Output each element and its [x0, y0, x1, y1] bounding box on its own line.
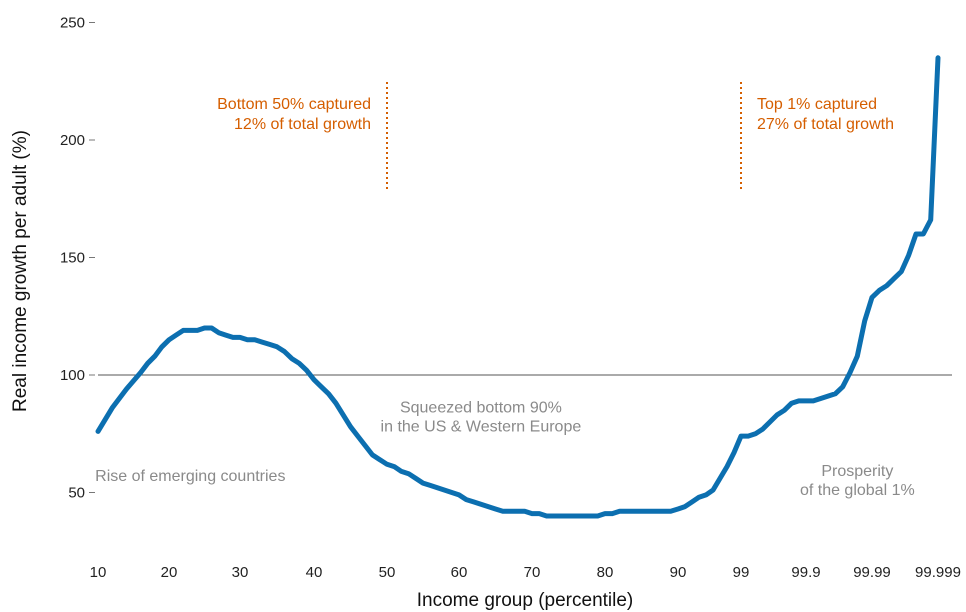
x-tick-label: 40 [306, 564, 323, 581]
income-growth-line [95, 55, 941, 519]
share-markers: Bottom 50% captured 12% of total growth To… [217, 82, 894, 190]
y-tick-label: 150 [60, 250, 85, 267]
region-annotation: of the global 1% [800, 482, 915, 499]
region-annotation: in the US & Western Europe [381, 419, 582, 436]
x-tick-label: 60 [451, 564, 468, 581]
y-tick-label: 50 [68, 485, 85, 502]
marker-label: Bottom 50% captured [217, 96, 371, 113]
region-annotation: Rise of emerging countries [95, 468, 285, 485]
x-tick-label: 30 [232, 564, 249, 581]
x-tick-label: 80 [597, 564, 614, 581]
y-tick-label: 250 [60, 15, 85, 32]
x-tick-label: 50 [379, 564, 396, 581]
x-tick-label: 70 [524, 564, 541, 581]
x-tick-label: 20 [161, 564, 178, 581]
region-annotation: Prosperity [821, 463, 893, 480]
marker-label: Top 1% captured [757, 96, 877, 113]
x-axis: 10 20 30 40 50 60 70 80 90 99 99.9 99.99 99.999 [90, 564, 961, 581]
x-tick-label: 99.999 [915, 564, 961, 581]
marker-label: 27% of total growth [757, 116, 894, 133]
region-annotation: Squeezed bottom 90% [400, 400, 562, 417]
x-tick-label: 99.9 [791, 564, 820, 581]
x-tick-label: 99.99 [853, 564, 891, 581]
region-annotations: Rise of emerging countries Squeezed botto… [95, 400, 915, 499]
y-tick-label: 100 [60, 367, 85, 384]
y-axis: 50 100 150 200 250 [60, 15, 95, 502]
x-tick-label: 90 [670, 564, 687, 581]
x-tick-label: 99 [733, 564, 750, 581]
y-axis-title: Real income growth per adult (%) [10, 130, 31, 412]
y-tick-label: 200 [60, 132, 85, 149]
marker-label: 12% of total growth [234, 116, 371, 133]
x-axis-title: Income group (percentile) [417, 590, 634, 611]
x-tick-label: 10 [90, 564, 107, 581]
